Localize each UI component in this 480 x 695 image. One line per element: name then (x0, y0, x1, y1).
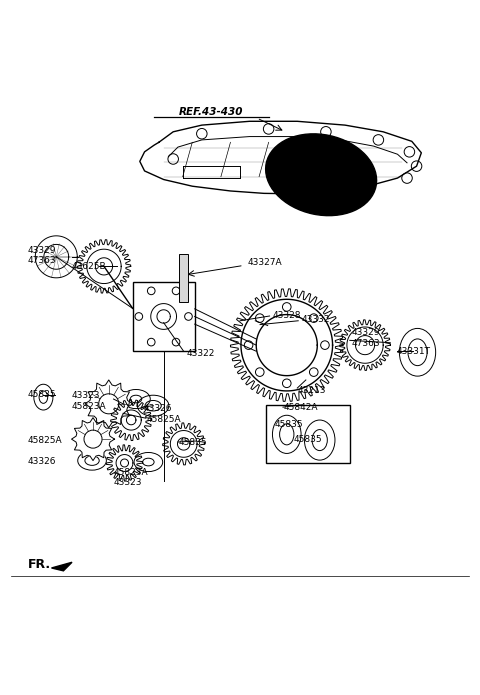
Text: REF.43-430: REF.43-430 (179, 106, 244, 117)
Text: 43329
47363: 43329 47363 (28, 246, 56, 265)
Text: 43322: 43322 (187, 349, 215, 358)
Text: 43328: 43328 (273, 311, 301, 320)
Text: 43331T: 43331T (396, 347, 431, 356)
Polygon shape (72, 418, 115, 461)
Text: 43213: 43213 (297, 386, 326, 395)
Text: 45835: 45835 (179, 439, 207, 448)
Text: FR.: FR. (28, 558, 51, 571)
Text: 43329
47363: 43329 47363 (351, 328, 380, 348)
Text: 45842A: 45842A (284, 402, 318, 411)
Text: 43323
45823A: 43323 45823A (72, 391, 107, 411)
Text: 43327A: 43327A (247, 258, 282, 267)
Text: 43326: 43326 (144, 404, 172, 413)
Bar (179, 254, 189, 302)
Text: 45835: 45835 (275, 420, 303, 430)
Text: 45835: 45835 (293, 434, 322, 443)
Bar (266, 404, 350, 463)
Text: 43625B: 43625B (72, 262, 107, 271)
Polygon shape (51, 562, 72, 571)
Text: 45835: 45835 (28, 390, 56, 399)
Text: 43326: 43326 (28, 457, 56, 466)
Text: 43332: 43332 (301, 316, 330, 325)
Polygon shape (85, 380, 132, 427)
Ellipse shape (265, 134, 377, 215)
Bar (132, 282, 195, 351)
Text: 45823A
43323: 45823A 43323 (114, 468, 148, 487)
Text: 45825A: 45825A (28, 436, 62, 445)
Text: 45825A: 45825A (147, 415, 181, 424)
